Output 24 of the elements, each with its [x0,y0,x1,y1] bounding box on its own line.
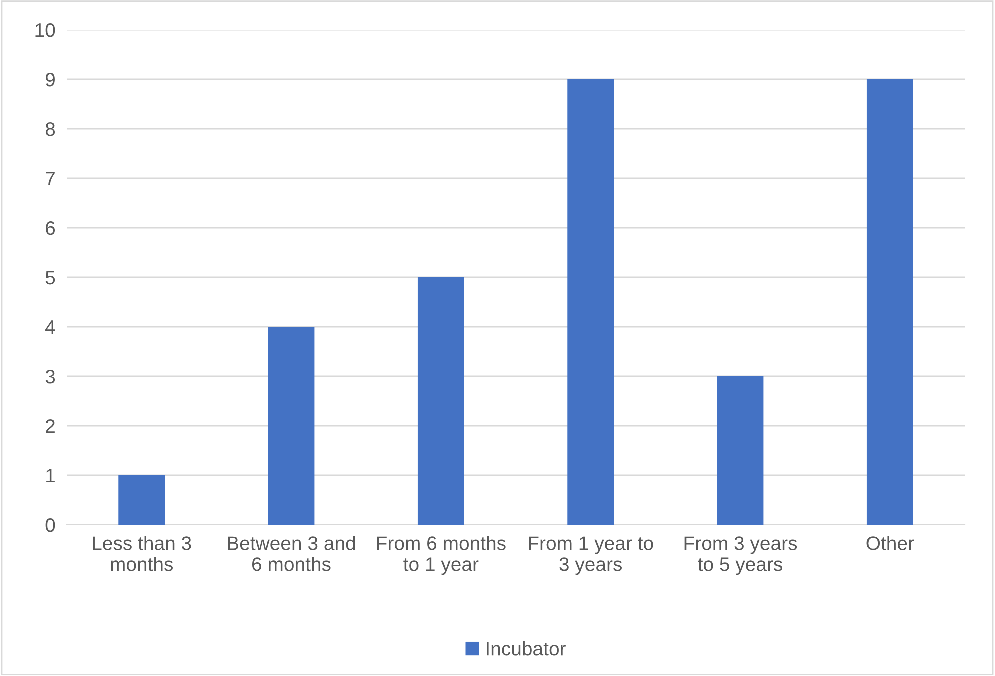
x-tick-label: Between 3 and 6 months [228,536,356,572]
bar [568,80,614,525]
y-tick-label: 2 [46,419,55,434]
x-tick-label: From 3 years to 5 years [684,536,798,576]
y-tick-label: 9 [46,72,55,87]
y-tick-label: 3 [46,370,56,384]
y-tick-label: 1 [46,469,55,483]
x-tick-label: Other [866,536,914,550]
x-tick-label: From 6 months to 1 year [377,536,506,576]
x-tick-label: From 1 year to 3 years [529,536,654,576]
y-tick-label: 4 [46,320,56,334]
y-tick-label: 0 [46,518,56,532]
bar [418,278,464,525]
y-tick-label: 7 [46,172,55,186]
y-tick-label: 6 [46,221,56,236]
y-tick-label: 8 [46,122,56,136]
bar [268,327,315,525]
bar [866,80,914,525]
bar [118,476,166,525]
bar [717,376,764,525]
legend-label: Incubator [486,642,566,656]
y-tick-label: 10 [36,23,56,38]
y-tick-label: 5 [46,271,56,285]
x-tick-label: Less than 3 months [93,536,192,572]
